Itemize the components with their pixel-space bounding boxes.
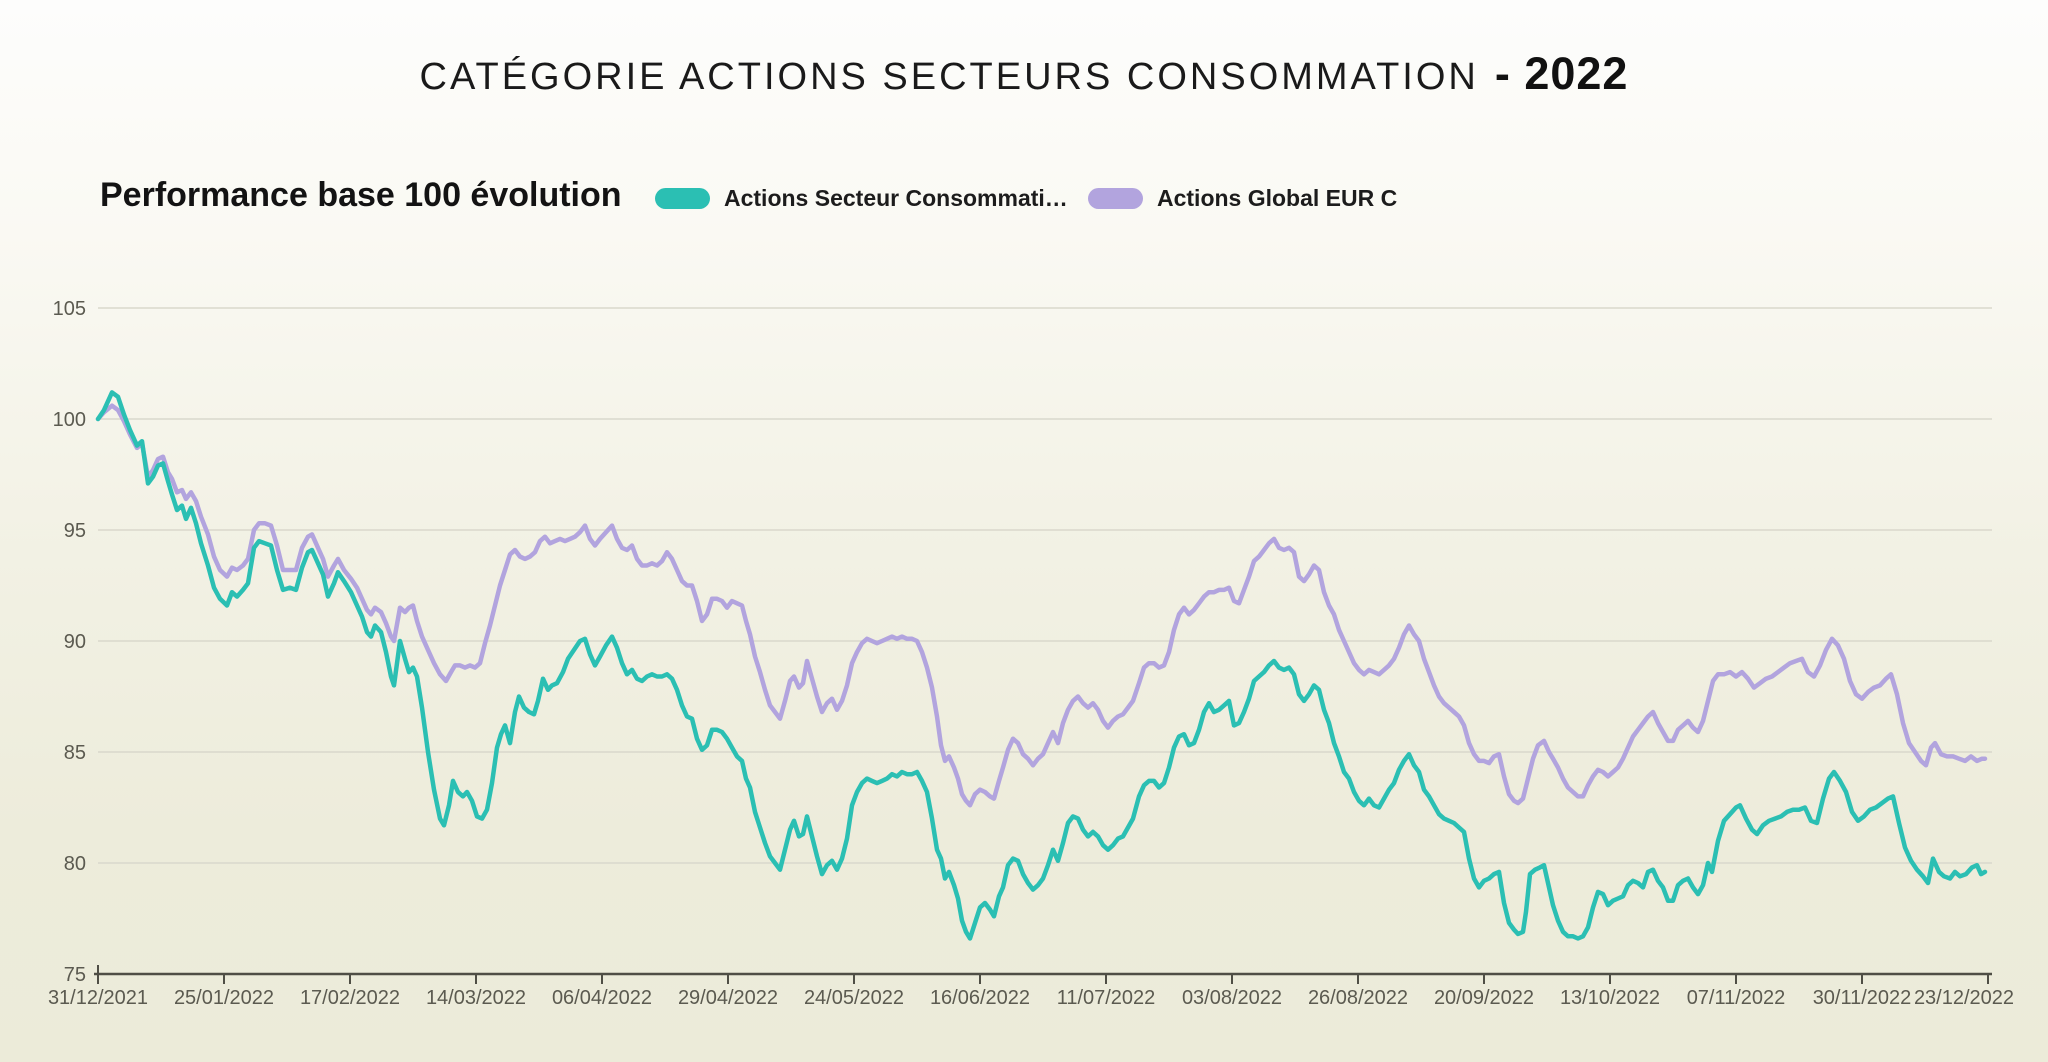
page-title-main: CATÉGORIE ACTIONS SECTEURS CONSOMMATION [419, 56, 1479, 98]
y-tick-label: 75 [64, 964, 86, 986]
legend-item-global-eur[interactable]: Actions Global EUR C [1088, 185, 1397, 212]
x-tick-label: 13/10/2022 [1560, 987, 1660, 1009]
series-line-secteur-consommation [95, 390, 1988, 941]
x-tick-label: 31/12/2021 [48, 987, 148, 1009]
series-line-global-eur [95, 403, 1988, 808]
x-tick-label: 30/11/2022 [1813, 987, 1912, 1009]
legend-label: Actions Secteur Consommati… [724, 185, 1068, 211]
chart-heading: Performance base 100 évolution [100, 176, 622, 214]
legend-swatch-purple-icon [1088, 188, 1143, 209]
legend-label: Actions Global EUR C [1157, 185, 1398, 211]
x-tick-label: 26/08/2022 [1308, 987, 1408, 1009]
x-tick-label: 23/12/2022 [1914, 987, 2014, 1009]
page-title-year: - 2022 [1494, 48, 1629, 99]
x-tick-label: 17/02/2022 [300, 987, 400, 1009]
page-title: CATÉGORIE ACTIONS SECTEURS CONSOMMATION … [0, 48, 2048, 100]
x-tick-label: 06/04/2022 [552, 987, 652, 1009]
x-tick-label: 14/03/2022 [426, 987, 526, 1009]
x-tick-label: 25/01/2022 [174, 987, 274, 1009]
y-tick-label: 80 [64, 853, 86, 875]
x-tick-label: 07/11/2022 [1687, 987, 1786, 1009]
x-tick-label: 20/09/2022 [1434, 987, 1534, 1009]
legend-item-secteur-consommation[interactable]: Actions Secteur Consommati… [655, 185, 1068, 212]
x-tick-label: 16/06/2022 [930, 987, 1030, 1009]
y-tick-label: 105 [53, 298, 86, 320]
legend-swatch-teal-icon [655, 188, 710, 209]
y-tick-label: 100 [53, 409, 86, 431]
y-tick-label: 95 [64, 520, 86, 542]
x-tick-label: 11/07/2022 [1057, 987, 1156, 1009]
x-tick-label: 03/08/2022 [1182, 987, 1282, 1009]
x-tick-label: 29/04/2022 [678, 987, 778, 1009]
y-tick-label: 90 [64, 631, 86, 653]
x-tick-label: 24/05/2022 [804, 987, 904, 1009]
y-tick-label: 85 [64, 742, 86, 764]
